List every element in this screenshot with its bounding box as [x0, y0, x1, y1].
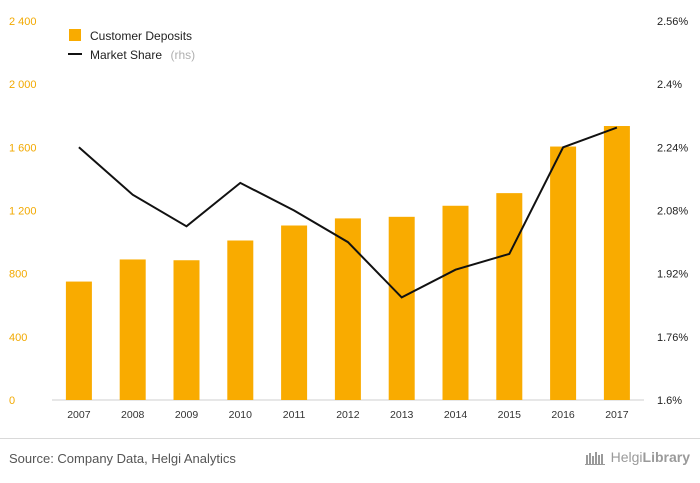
market-share-line	[78, 126, 618, 299]
bar-2009	[173, 260, 200, 400]
bar-2014	[442, 205, 469, 400]
right-axis: 1.6% 1.76% 1.92% 2.08% 2.24% 2.4% 2.56%	[657, 16, 688, 407]
legend-label-share-group: Market Share (rhs)	[90, 46, 195, 63]
right-tick-label: 1.76%	[657, 332, 688, 344]
right-tick-label: 2.08%	[657, 206, 688, 218]
bar-2011	[281, 225, 308, 400]
x-tick-label: 2014	[444, 409, 468, 421]
helgi-library-logo: Helgi Library	[584, 449, 690, 465]
x-tick-label: 2015	[498, 409, 522, 421]
right-tick-label: 2.56%	[657, 16, 688, 28]
chart: 0 400 800 1 200 1 600 2 000 2 400 1.6% 1.76% 1.9…	[9, 16, 688, 421]
library-logo-icon	[584, 452, 605, 465]
left-axis: 0 400 800 1 200 1 600 2 000 2 400	[9, 16, 37, 407]
right-tick-label: 1.6%	[657, 395, 682, 407]
left-tick-label: 1 200	[9, 206, 37, 218]
logo-text-light: Helgi	[610, 449, 643, 465]
source-note: Source: Company Data, Helgi Analytics	[9, 451, 236, 466]
bar-2017	[603, 126, 630, 400]
left-tick-label: 2 400	[9, 16, 37, 28]
x-tick-label: 2017	[605, 409, 629, 421]
x-tick-label: 2012	[336, 409, 360, 421]
bar-2012	[334, 218, 361, 400]
x-tick-label: 2008	[121, 409, 145, 421]
x-axis: 2007 2008 2009 2010 2011 2012 2013 2014 2015 2016…	[67, 409, 629, 421]
logo-text-bold: Library	[642, 449, 690, 465]
x-tick-label: 2010	[229, 409, 253, 421]
x-tick-label: 2011	[283, 409, 306, 421]
x-tick-label: 2013	[390, 409, 414, 421]
legend-label-deposits: Customer Deposits	[90, 29, 192, 43]
x-tick-label: 2009	[175, 409, 199, 421]
left-tick-label: 1 600	[9, 142, 37, 154]
footer-divider	[0, 438, 700, 439]
legend-swatch-deposits	[69, 29, 81, 41]
bar-series	[65, 126, 630, 400]
right-tick-label: 2.4%	[657, 79, 682, 91]
left-tick-label: 0	[9, 395, 15, 407]
bar-2008	[119, 259, 146, 400]
left-tick-label: 400	[9, 332, 27, 344]
left-tick-label: 2 000	[9, 79, 37, 91]
bar-2016	[550, 146, 577, 400]
legend-label-share: Market Share	[90, 48, 162, 62]
bar-2013	[388, 216, 415, 400]
left-tick-label: 800	[9, 269, 27, 281]
bar-2010	[227, 240, 254, 400]
x-tick-label: 2007	[67, 409, 91, 421]
bar-2015	[496, 193, 523, 400]
right-tick-label: 2.24%	[657, 142, 688, 154]
legend-label-share-suffix: (rhs)	[170, 48, 195, 62]
bar-2007	[65, 281, 92, 400]
legend: Customer Deposits Market Share (rhs)	[68, 29, 195, 63]
x-tick-label: 2016	[551, 409, 575, 421]
right-tick-label: 1.92%	[657, 269, 688, 281]
